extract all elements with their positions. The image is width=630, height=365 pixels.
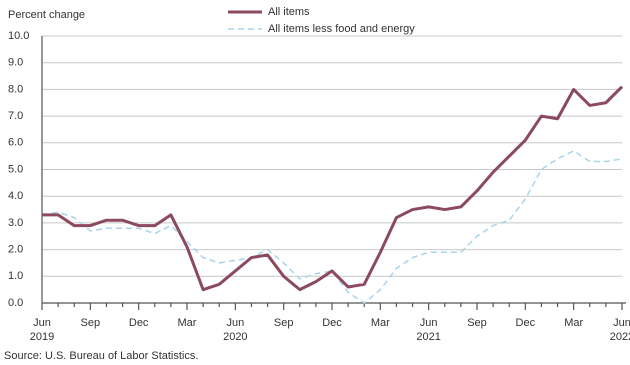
x-tick-label: Dec <box>322 317 342 329</box>
x-tick-label: Jun 2021 <box>416 317 440 343</box>
x-tick-label: Dec <box>516 317 536 329</box>
y-axis-label: Percent change <box>8 9 85 21</box>
x-tick-label: Jun 2019 <box>30 317 54 343</box>
x-tick-label: Dec <box>129 317 149 329</box>
x-tick-label: Sep <box>274 317 294 329</box>
x-tick-label: Sep <box>467 317 487 329</box>
series-line <box>41 150 623 304</box>
series-line <box>42 85 624 292</box>
y-tick-label: 0.0 <box>8 297 23 309</box>
y-tick-label: 9.0 <box>8 57 23 69</box>
x-tick-label: Mar <box>564 317 583 329</box>
legend-label: All items <box>268 6 310 18</box>
y-tick-label: 3.0 <box>8 217 23 229</box>
x-tick-label: Mar <box>178 317 197 329</box>
source-note: Source: U.S. Bureau of Labor Statistics. <box>4 350 198 362</box>
y-tick-label: 4.0 <box>8 190 23 202</box>
y-tick-label: 10.0 <box>8 30 29 42</box>
y-tick-label: 7.0 <box>8 110 23 122</box>
x-tick-label: Jun2022 <box>610 317 630 343</box>
y-tick-label: 2.0 <box>8 244 23 256</box>
y-tick-label: 8.0 <box>8 83 23 95</box>
x-tick-label: Mar <box>371 317 390 329</box>
y-tick-label: 6.0 <box>8 137 23 149</box>
y-tick-label: 5.0 <box>8 163 23 175</box>
y-tick-label: 1.0 <box>8 270 23 282</box>
x-tick-label: Jun 2020 <box>223 317 247 343</box>
legend-label: All items less food and energy <box>268 23 415 35</box>
x-tick-label: Sep <box>81 317 101 329</box>
